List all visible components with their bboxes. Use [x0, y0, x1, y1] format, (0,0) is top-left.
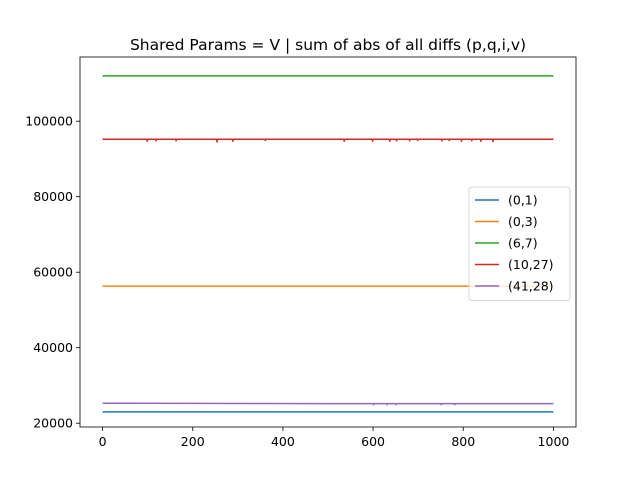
- x-tick-label: 400: [271, 434, 295, 449]
- series-line-4: [102, 402, 554, 406]
- x-tick-label: 1000: [538, 434, 570, 449]
- x-tick-label: 600: [361, 434, 385, 449]
- y-tick-label: 40000: [33, 340, 73, 355]
- legend-label: (0,1): [508, 193, 538, 208]
- x-tick-label: 800: [451, 434, 475, 449]
- series-line-3: [102, 138, 554, 143]
- legend-label: (0,3): [508, 214, 538, 229]
- legend-label: (41,28): [508, 279, 554, 294]
- legend-label: (6,7): [508, 236, 538, 251]
- x-tick-label: 0: [99, 434, 107, 449]
- chart-title: Shared Params = V | sum of abs of all di…: [130, 36, 526, 54]
- y-tick-label: 60000: [33, 265, 73, 280]
- y-tick-label: 100000: [25, 114, 73, 129]
- y-tick-label: 80000: [33, 189, 73, 204]
- y-axis: 20000 40000 60000 80000 100000: [25, 114, 80, 431]
- x-axis: 0 200 400 600 800 1000: [99, 427, 570, 449]
- x-tick-label: 200: [181, 434, 205, 449]
- legend-label: (10,27): [508, 257, 554, 272]
- y-tick-label: 20000: [33, 416, 73, 431]
- legend: (0,1) (0,3) (6,7) (10,27) (41,28): [468, 186, 571, 301]
- plot-area: [102, 75, 554, 413]
- axes-frame: [79, 56, 577, 428]
- legend-box: [468, 186, 571, 301]
